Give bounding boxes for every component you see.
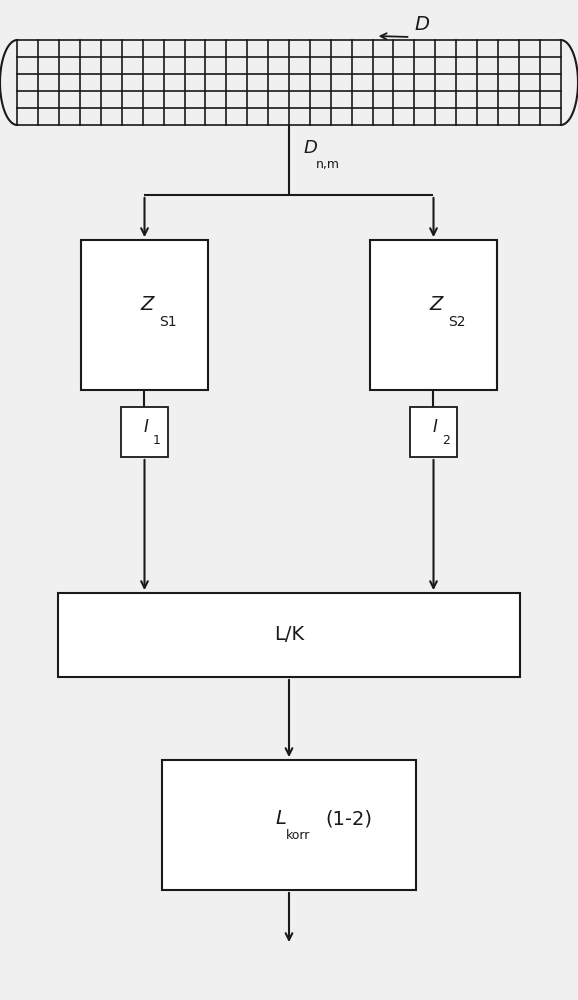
Text: 2: 2: [442, 434, 450, 447]
Text: (1-2): (1-2): [325, 810, 372, 828]
Text: I: I: [143, 418, 148, 436]
Text: n,m: n,m: [316, 158, 340, 171]
Text: D: D: [414, 15, 429, 34]
Bar: [162, 760, 416, 890]
Text: Z: Z: [429, 295, 443, 314]
Bar: [370, 240, 497, 390]
Bar: [58, 593, 520, 677]
Text: S2: S2: [448, 315, 465, 329]
Text: korr: korr: [286, 829, 310, 842]
Text: I: I: [432, 418, 437, 436]
Text: D: D: [303, 139, 317, 157]
Bar: [121, 407, 168, 457]
Text: L/K: L/K: [274, 626, 304, 645]
Bar: [81, 240, 208, 390]
Text: S1: S1: [159, 315, 176, 329]
Text: Z: Z: [140, 295, 154, 314]
Bar: [410, 407, 457, 457]
Text: L: L: [275, 810, 286, 828]
Text: 1: 1: [153, 434, 161, 447]
